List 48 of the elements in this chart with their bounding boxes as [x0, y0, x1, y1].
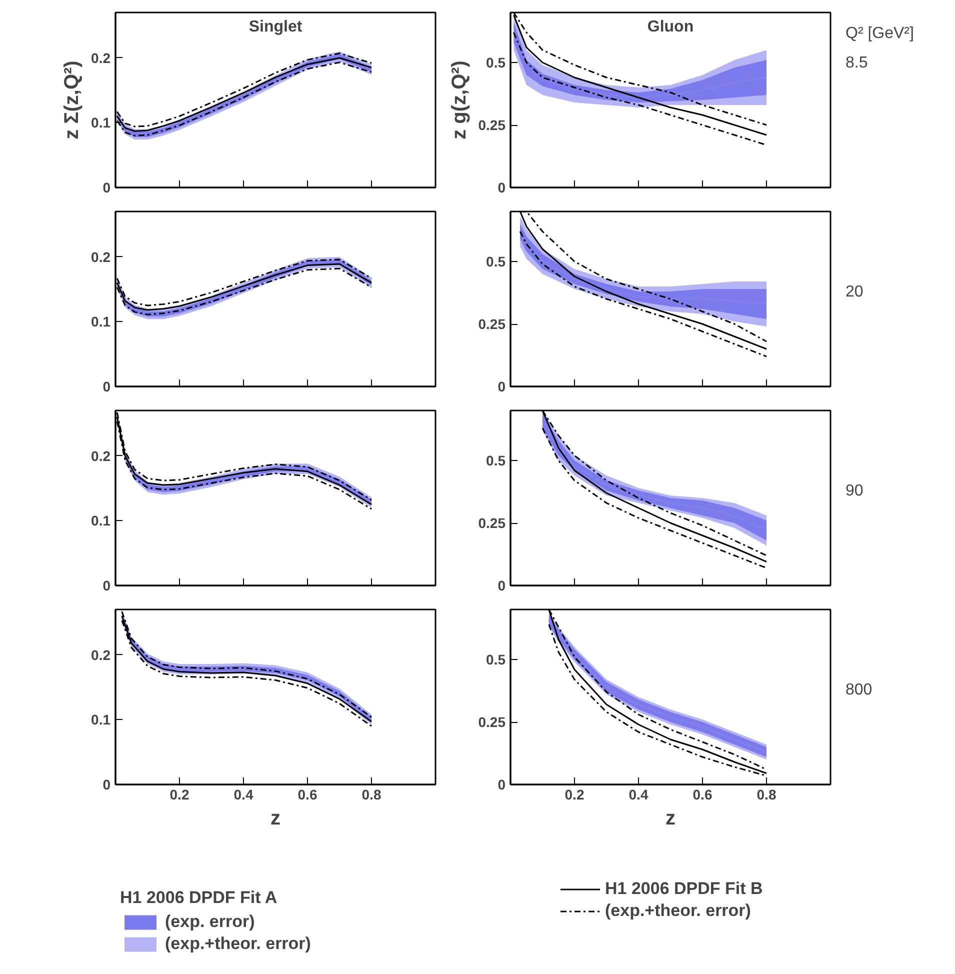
- text: 8.5: [846, 54, 868, 72]
- legend-label: H1 2006 DPDF Fit B: [605, 879, 763, 899]
- y-tick-label: 0.25: [478, 316, 506, 332]
- y-tick-label: 0.5: [486, 254, 506, 270]
- y-tick-label: 0: [102, 776, 111, 792]
- text: 20: [846, 283, 864, 300]
- y-axis-title: z Σ(z,Q²): [61, 60, 84, 140]
- y-tick-label: 0.1: [91, 114, 111, 131]
- legend-label: (exp.+theor. error): [165, 934, 311, 954]
- x-tick-label: 0.4: [234, 786, 254, 802]
- x-tick-label: 0.6: [692, 786, 712, 802]
- y-tick-label: 0.1: [91, 712, 111, 728]
- y-tick-label: 0.1: [91, 512, 111, 529]
- y-tick-label: 0: [498, 180, 506, 196]
- y-tick-label: 0.2: [91, 50, 111, 66]
- y-tick-label: 0.25: [478, 714, 506, 730]
- y-tick-label: 0.5: [486, 652, 506, 668]
- legend-label: (exp.+theor. error): [605, 901, 751, 921]
- y-tick-label: 0.2: [91, 646, 111, 663]
- x-tick-label: 0.6: [298, 786, 318, 802]
- x-tick-label: 0.4: [628, 786, 648, 802]
- legend-title: H1 2006 DPDF Fit A: [120, 888, 278, 908]
- y-tick-label: 0.2: [91, 448, 111, 464]
- text: 800: [846, 681, 872, 698]
- y-tick-label: 0: [498, 578, 506, 594]
- y-tick-label: 0.1: [91, 314, 111, 330]
- x-tick-label: 0.2: [564, 786, 584, 802]
- chart-title: Gluon: [647, 18, 694, 36]
- y-tick-label: 0.2: [91, 248, 111, 265]
- y-axis-title: z g(z,Q²): [448, 60, 470, 140]
- chart-title: Singlet: [248, 18, 303, 36]
- x-axis-title: z: [270, 808, 280, 830]
- y-tick-label: 0: [102, 578, 111, 594]
- legend-label: (exp. error): [165, 912, 255, 932]
- y-tick-label: 0.5: [486, 452, 506, 468]
- x-tick-label: 0.8: [362, 786, 382, 802]
- y-tick-label: 0: [102, 180, 111, 196]
- text: Q² [GeV²]: [846, 25, 914, 42]
- x-tick-label: 0.8: [756, 786, 776, 802]
- y-tick-label: 0.5: [486, 54, 506, 70]
- x-tick-label: 0.2: [170, 786, 190, 802]
- text: 90: [846, 482, 864, 500]
- y-tick-label: 0.25: [478, 515, 506, 531]
- y-tick-label: 0: [498, 776, 506, 792]
- x-axis-title: z: [666, 808, 676, 830]
- y-tick-label: 0: [498, 378, 506, 394]
- y-tick-label: 0: [102, 378, 111, 394]
- y-tick-label: 0.25: [478, 117, 506, 133]
